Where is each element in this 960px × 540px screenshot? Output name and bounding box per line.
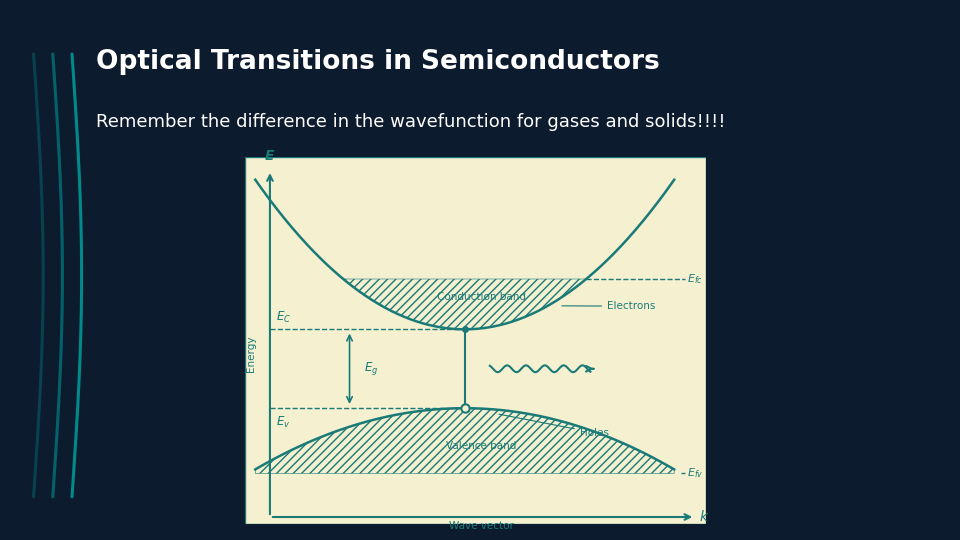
Text: Energy: Energy	[246, 335, 256, 372]
Text: Valence band: Valence band	[446, 441, 516, 451]
Text: $E_{fv}$: $E_{fv}$	[686, 467, 704, 481]
Text: $E_C$: $E_C$	[276, 310, 292, 325]
Text: Wave vector: Wave vector	[449, 521, 514, 531]
Text: Holes: Holes	[499, 414, 609, 438]
Text: $E_{fc}$: $E_{fc}$	[686, 272, 703, 286]
Text: Optical Transitions in Semiconductors: Optical Transitions in Semiconductors	[96, 49, 660, 75]
Text: k: k	[699, 510, 708, 524]
Text: E: E	[265, 150, 275, 164]
Text: $E_v$: $E_v$	[276, 415, 291, 430]
Text: Electrons: Electrons	[562, 301, 656, 311]
Text: Remember the difference in the wavefunction for gases and solids!!!!: Remember the difference in the wavefunct…	[96, 113, 726, 131]
Text: Conduction band: Conduction band	[437, 292, 526, 302]
Text: $E_g$: $E_g$	[364, 360, 378, 377]
